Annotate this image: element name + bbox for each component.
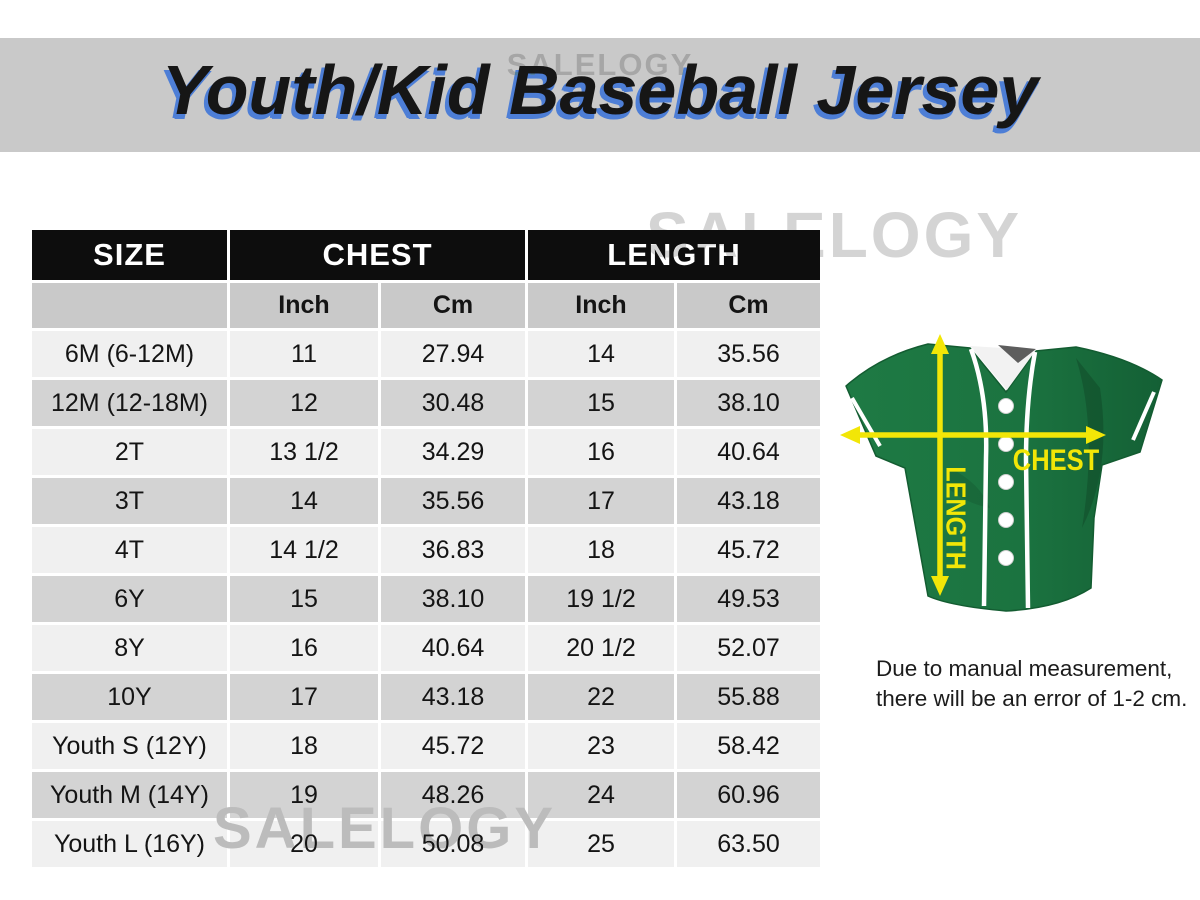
subheader-chest-cm: Cm [381, 283, 525, 328]
length-inch-cell: 16 [528, 429, 674, 475]
chest-cm-cell: 50.08 [381, 821, 525, 867]
jersey-shadow [948, 468, 990, 508]
jersey-button [998, 550, 1014, 566]
length-cm-cell: 63.50 [677, 821, 820, 867]
jersey-button [998, 474, 1014, 490]
chest-inch-cell: 12 [230, 380, 378, 426]
measurement-note: Due to manual measurement, there will be… [876, 654, 1196, 714]
length-cm-cell: 52.07 [677, 625, 820, 671]
chest-inch-cell: 13 1/2 [230, 429, 378, 475]
jersey-sleeve-piping-left [850, 396, 882, 448]
chest-label: CHEST [1013, 443, 1099, 476]
subheader-chest-inch: Inch [230, 283, 378, 328]
size-cell: 8Y [32, 625, 227, 671]
length-cm-cell: 58.42 [677, 723, 820, 769]
chest-inch-cell: 16 [230, 625, 378, 671]
length-inch-cell: 15 [528, 380, 674, 426]
chest-cm-cell: 48.26 [381, 772, 525, 818]
chest-cm-cell: 45.72 [381, 723, 525, 769]
length-cm-cell: 45.72 [677, 527, 820, 573]
note-line-1: Due to manual measurement, [876, 656, 1173, 681]
length-cm-cell: 55.88 [677, 674, 820, 720]
chest-cm-cell: 35.56 [381, 478, 525, 524]
length-inch-cell: 18 [528, 527, 674, 573]
chest-arrow [840, 426, 1106, 444]
jersey-illustration: CHEST LENGTH [840, 334, 1163, 612]
jersey-button [998, 436, 1014, 452]
chest-cm-cell: 38.10 [381, 576, 525, 622]
length-inch-cell: 20 1/2 [528, 625, 674, 671]
jersey-collar-shadow [998, 345, 1036, 363]
jersey-sleeve-piping-right [1131, 391, 1156, 441]
chest-cm-cell: 36.83 [381, 527, 525, 573]
length-inch-cell: 17 [528, 478, 674, 524]
size-cell: 4T [32, 527, 227, 573]
size-cell: Youth M (14Y) [32, 772, 227, 818]
size-cell: 10Y [32, 674, 227, 720]
size-cell: 2T [32, 429, 227, 475]
chest-cm-cell: 34.29 [381, 429, 525, 475]
chest-inch-cell: 14 [230, 478, 378, 524]
chest-cm-cell: 30.48 [381, 380, 525, 426]
chest-inch-cell: 19 [230, 772, 378, 818]
size-cell: 6Y [32, 576, 227, 622]
column-header-length: LENGTH [528, 230, 820, 280]
chest-cm-cell: 43.18 [381, 674, 525, 720]
chest-inch-cell: 17 [230, 674, 378, 720]
chest-cm-cell: 27.94 [381, 331, 525, 377]
length-label: LENGTH [940, 466, 972, 570]
jersey-shadow [1076, 358, 1104, 528]
length-cm-cell: 38.10 [677, 380, 820, 426]
chest-cm-cell: 40.64 [381, 625, 525, 671]
size-cell: 3T [32, 478, 227, 524]
chest-inch-cell: 15 [230, 576, 378, 622]
length-inch-cell: 23 [528, 723, 674, 769]
length-inch-cell: 22 [528, 674, 674, 720]
length-cm-cell: 60.96 [677, 772, 820, 818]
size-cell: 6M (6-12M) [32, 331, 227, 377]
size-cell: 12M (12-18M) [32, 380, 227, 426]
length-cm-cell: 43.18 [677, 478, 820, 524]
length-cm-cell: 40.64 [677, 429, 820, 475]
jersey-piping-right [1023, 351, 1038, 609]
subheader-length-cm: Cm [677, 283, 820, 328]
length-inch-cell: 19 1/2 [528, 576, 674, 622]
size-cell: Youth S (12Y) [32, 723, 227, 769]
jersey-piping-left [968, 348, 989, 607]
subheader-length-inch: Inch [528, 283, 674, 328]
subheader-empty-cell [32, 283, 227, 328]
chest-inch-cell: 18 [230, 723, 378, 769]
length-inch-cell: 25 [528, 821, 674, 867]
size-cell: Youth L (16Y) [32, 821, 227, 867]
length-inch-cell: 14 [528, 331, 674, 377]
chest-inch-cell: 14 1/2 [230, 527, 378, 573]
length-cm-cell: 49.53 [677, 576, 820, 622]
chest-inch-cell: 20 [230, 821, 378, 867]
jersey-figure: CHEST LENGTH [830, 318, 1198, 630]
length-arrow [931, 334, 949, 596]
title-band [0, 38, 1200, 152]
jersey-button [998, 512, 1014, 528]
page-title: Youth/Kid Baseball Jersey [161, 51, 1039, 129]
note-line-2: there will be an error of 1-2 cm. [876, 685, 1188, 711]
length-cm-cell: 35.56 [677, 331, 820, 377]
jersey-button [998, 398, 1014, 414]
column-header-chest: CHEST [230, 230, 525, 280]
size-chart-table: SIZE CHEST LENGTH Inch Cm Inch Cm 6M (6-… [32, 230, 820, 867]
length-inch-cell: 24 [528, 772, 674, 818]
chest-inch-cell: 11 [230, 331, 378, 377]
column-header-size: SIZE [32, 230, 227, 280]
